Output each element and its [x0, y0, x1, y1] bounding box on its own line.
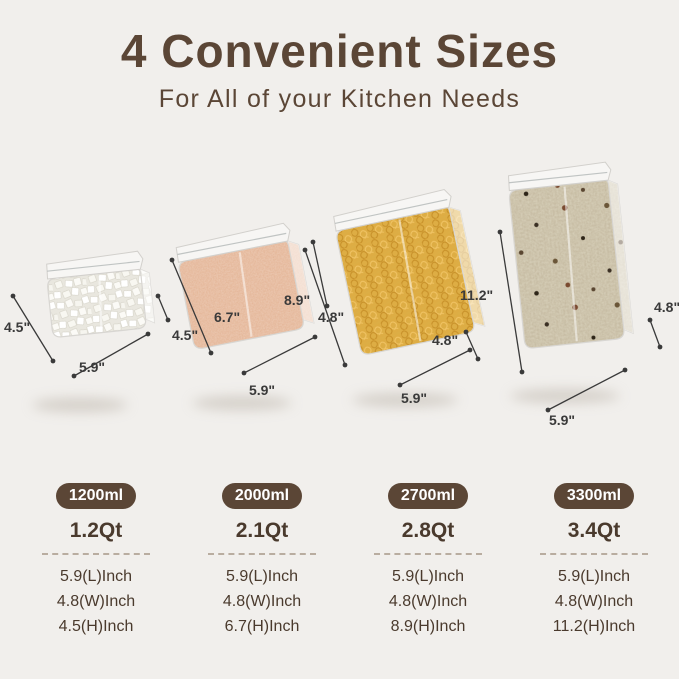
svg-text:4.8": 4.8" — [654, 299, 679, 315]
svg-text:5.9": 5.9" — [79, 359, 105, 375]
svg-text:8.9": 8.9" — [284, 292, 310, 308]
svg-text:6.7": 6.7" — [214, 309, 240, 325]
svg-text:5.9": 5.9" — [549, 412, 575, 428]
svg-text:4.8": 4.8" — [432, 332, 458, 348]
svg-text:4.5": 4.5" — [4, 319, 30, 335]
svg-text:4.8": 4.8" — [318, 309, 344, 325]
svg-text:5.9": 5.9" — [249, 382, 275, 398]
svg-text:11.2": 11.2" — [460, 287, 493, 303]
svg-text:5.9": 5.9" — [401, 390, 427, 406]
svg-text:4.5": 4.5" — [172, 327, 198, 343]
